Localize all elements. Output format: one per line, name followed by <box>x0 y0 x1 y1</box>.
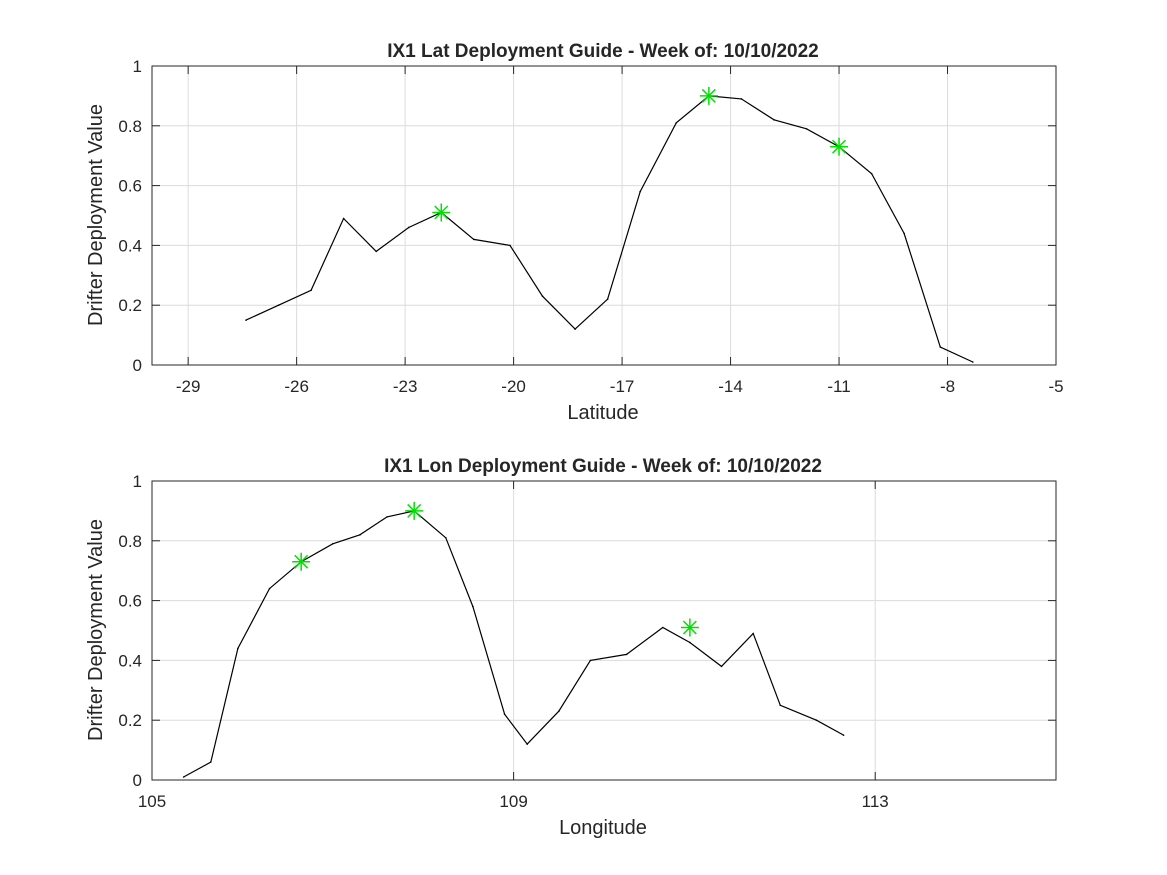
longitude-subplot: IX1 Lon Deployment Guide - Week of: 10/1… <box>85 456 1057 839</box>
data-point <box>182 776 185 778</box>
y-axis-label: Drifter Deployment Value <box>85 519 107 741</box>
data-point <box>779 704 782 707</box>
data-point <box>332 542 334 545</box>
highlight-marker <box>292 552 311 571</box>
data-point <box>237 647 239 650</box>
highlight-marker <box>405 501 424 520</box>
highlight-marker <box>830 137 849 156</box>
data-point <box>589 659 592 662</box>
data-point <box>277 304 280 307</box>
y-tick-label: 1 <box>133 472 142 491</box>
data-point <box>805 127 808 130</box>
data-point <box>842 734 845 736</box>
data-point <box>870 172 873 175</box>
data-point <box>310 289 312 292</box>
x-tick-label: -8 <box>940 377 955 396</box>
data-point <box>526 743 528 745</box>
data-point <box>689 641 691 644</box>
data-point <box>606 298 609 301</box>
data-point <box>509 244 511 247</box>
data-point <box>472 605 474 608</box>
data-point <box>815 719 818 721</box>
y-tick-label: 0.8 <box>118 117 142 136</box>
x-tick-label: -20 <box>501 377 526 396</box>
data-point <box>773 119 775 121</box>
y-tick-label: 0.8 <box>118 532 142 551</box>
latitude-subplot: IX1 Lat Deployment Guide - Week of: 10/1… <box>85 41 1064 424</box>
y-tick-label: 0 <box>133 771 142 790</box>
highlight-marker <box>699 86 718 105</box>
x-tick-label: -29 <box>176 377 201 396</box>
data-point <box>939 346 942 348</box>
y-tick-label: 0.4 <box>118 651 142 670</box>
data-point <box>342 217 345 220</box>
data-point <box>375 250 377 253</box>
data-point <box>972 361 974 363</box>
data-point <box>386 516 388 518</box>
y-axis-label: Drifter Deployment Value <box>85 104 107 326</box>
data-point <box>752 632 754 635</box>
data-point <box>740 98 743 100</box>
x-tick-label: 105 <box>138 792 166 811</box>
axes-box <box>151 480 1057 781</box>
x-tick-label: 113 <box>862 792 889 811</box>
data-point <box>903 232 905 235</box>
data-point <box>407 226 410 229</box>
x-tick-label: -26 <box>284 377 309 396</box>
data-point <box>359 534 361 536</box>
data-point <box>209 761 212 763</box>
data-point <box>639 190 641 193</box>
data-point <box>661 626 664 629</box>
x-tick-label: 109 <box>499 792 527 811</box>
y-tick-label: 1 <box>133 57 142 76</box>
y-tick-label: 0.4 <box>118 236 142 255</box>
x-axis-label: Latitude <box>567 402 638 424</box>
data-point <box>574 328 576 330</box>
data-point <box>268 587 271 590</box>
data-point <box>720 665 723 668</box>
x-tick-label: -5 <box>1048 377 1063 396</box>
y-tick-label: 0.6 <box>118 177 142 196</box>
y-tick-label: 0.6 <box>118 592 142 611</box>
data-point <box>558 710 560 713</box>
highlight-marker <box>432 203 451 222</box>
x-tick-label: -14 <box>718 377 743 396</box>
chart-title: IX1 Lon Deployment Guide - Week of: 10/1… <box>384 456 822 477</box>
data-point <box>473 238 475 241</box>
data-point <box>541 295 544 298</box>
data-point <box>625 653 628 656</box>
x-tick-label: -23 <box>393 377 418 396</box>
x-axis-label: Longitude <box>559 817 647 839</box>
y-tick-label: 0.2 <box>118 711 142 730</box>
data-point <box>245 319 247 321</box>
axes-box <box>151 65 1057 366</box>
highlight-marker <box>680 618 699 637</box>
y-tick-label: 0.2 <box>118 296 142 315</box>
data-point <box>503 713 506 716</box>
chart-title: IX1 Lat Deployment Guide - Week of: 10/1… <box>387 41 819 62</box>
x-tick-label: -17 <box>610 377 635 396</box>
data-point <box>445 537 447 539</box>
y-tick-label: 0 <box>133 356 142 375</box>
data-point <box>675 122 678 124</box>
x-tick-label: -11 <box>827 377 850 396</box>
